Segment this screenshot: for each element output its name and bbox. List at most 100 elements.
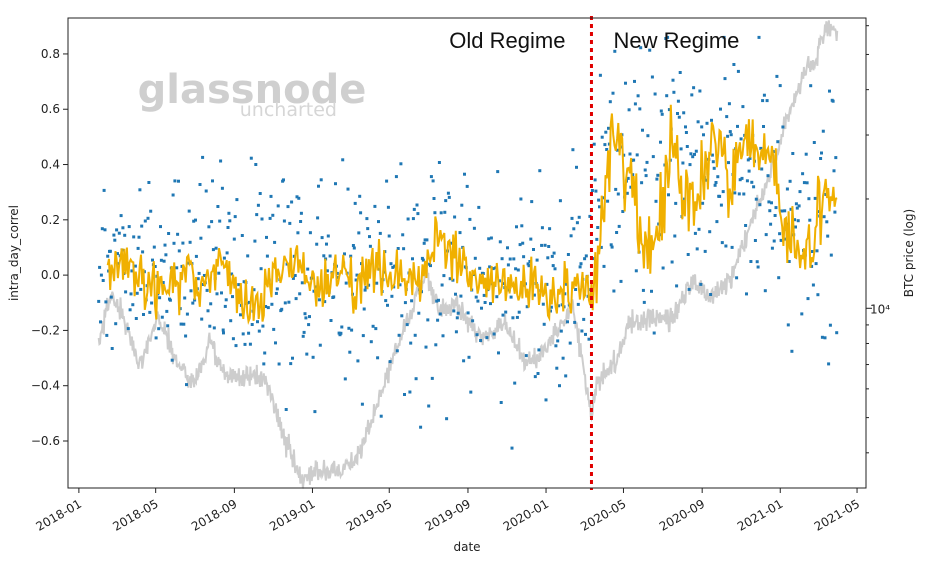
scatter-point xyxy=(274,291,278,295)
scatter-point xyxy=(425,238,429,242)
scatter-point xyxy=(690,93,694,97)
scatter-point xyxy=(307,323,311,327)
scatter-point xyxy=(384,299,388,303)
scatter-point xyxy=(286,205,290,209)
scatter-point xyxy=(260,217,264,221)
scatter-point xyxy=(566,320,569,324)
scatter-point xyxy=(676,112,679,115)
scatter-point xyxy=(533,375,537,379)
scatter-point xyxy=(781,125,785,129)
scatter-point xyxy=(449,241,453,245)
scatter-point xyxy=(113,238,117,242)
scatter-point xyxy=(141,250,145,254)
scatter-point xyxy=(232,237,236,241)
scatter-point xyxy=(671,78,675,82)
scatter-point xyxy=(595,237,599,241)
scatter-point xyxy=(810,264,814,268)
y-axis-label: intra_day_correl xyxy=(7,205,21,301)
y-tick-label: 0.6 xyxy=(41,102,60,116)
scatter-point xyxy=(442,274,446,278)
scatter-point xyxy=(596,226,600,229)
scatter-point xyxy=(423,238,427,242)
scatter-point xyxy=(253,239,257,243)
scatter-point xyxy=(735,276,739,280)
scatter-point xyxy=(427,404,431,408)
scatter-point xyxy=(724,244,728,248)
scatter-point xyxy=(101,279,105,282)
scatter-point xyxy=(400,314,404,318)
scatter-point xyxy=(727,161,730,165)
scatter-point xyxy=(760,167,764,171)
scatter-point xyxy=(173,179,177,183)
scatter-point xyxy=(716,175,720,179)
scatter-point xyxy=(543,243,547,247)
scatter-point xyxy=(282,178,285,182)
scatter-point xyxy=(795,206,799,210)
scatter-point xyxy=(197,271,201,275)
scatter-point xyxy=(621,210,625,213)
scatter-point xyxy=(832,169,836,173)
scatter-point xyxy=(283,301,287,305)
scatter-point xyxy=(652,331,656,335)
scatter-point xyxy=(357,231,361,235)
scatter-point xyxy=(535,258,539,262)
scatter-point xyxy=(402,247,406,251)
scatter-point xyxy=(752,185,756,189)
scatter-point xyxy=(270,302,274,306)
scatter-point xyxy=(826,234,830,238)
scatter-point xyxy=(344,281,348,285)
scatter-point xyxy=(695,247,699,251)
scatter-point xyxy=(162,259,166,263)
scatter-point xyxy=(659,109,663,113)
scatter-point xyxy=(462,359,466,363)
scatter-point xyxy=(566,253,570,256)
scatter-point xyxy=(617,224,621,228)
scatter-point xyxy=(182,322,186,326)
scatter-point xyxy=(708,230,712,234)
y-tick-label: −0.4 xyxy=(31,379,60,393)
scatter-point xyxy=(725,115,729,119)
scatter-point xyxy=(349,254,353,258)
scatter-point xyxy=(682,111,686,115)
scatter-point xyxy=(773,214,777,217)
scatter-point xyxy=(475,333,479,337)
scatter-point xyxy=(667,108,671,112)
scatter-point xyxy=(485,336,489,340)
scatter-point xyxy=(611,91,615,95)
scatter-point xyxy=(231,337,235,341)
scatter-point xyxy=(426,318,430,322)
scatter-point xyxy=(419,425,423,429)
scatter-point xyxy=(441,334,445,338)
scatter-point xyxy=(343,252,346,256)
scatter-point xyxy=(670,260,674,264)
scatter-point xyxy=(835,331,839,335)
scatter-point xyxy=(296,231,300,235)
scatter-point xyxy=(332,295,336,299)
scatter-point xyxy=(482,293,486,297)
y-tick-label: −0.6 xyxy=(31,434,60,448)
scatter-point xyxy=(443,210,447,214)
scatter-point xyxy=(316,216,320,220)
scatter-point xyxy=(379,414,383,418)
scatter-point xyxy=(584,332,587,336)
scatter-point xyxy=(378,231,382,235)
scatter-point xyxy=(405,323,409,327)
scatter-point xyxy=(274,341,277,345)
scatter-point xyxy=(641,128,644,132)
scatter-point xyxy=(375,281,379,285)
scatter-point xyxy=(785,187,789,191)
scatter-point xyxy=(650,289,653,293)
scatter-point xyxy=(179,322,183,326)
scatter-point xyxy=(697,227,701,231)
scatter-point xyxy=(465,184,469,188)
scatter-point xyxy=(702,133,705,137)
scatter-point xyxy=(207,225,211,229)
scatter-point xyxy=(224,298,228,302)
y2-tick-label: 10⁴ xyxy=(870,302,890,316)
scatter-point xyxy=(793,218,797,222)
rolling-line-layer xyxy=(106,104,838,325)
scatter-point xyxy=(469,390,473,394)
scatter-point xyxy=(240,234,244,237)
scatter-point xyxy=(429,175,433,179)
